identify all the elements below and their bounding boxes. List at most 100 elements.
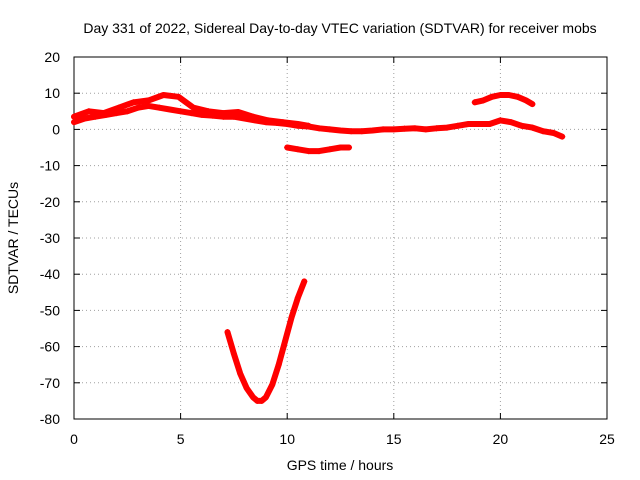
data-point xyxy=(488,93,495,100)
data-point xyxy=(522,97,529,104)
x-axis-label: GPS time / hours xyxy=(287,457,394,473)
data-point xyxy=(497,117,504,124)
y-tick-label: -40 xyxy=(40,266,60,282)
data-point xyxy=(486,120,493,127)
y-tick-label: 10 xyxy=(44,85,60,101)
data-point xyxy=(71,113,77,120)
data-point xyxy=(250,394,257,401)
data-point xyxy=(305,122,312,129)
y-tick-label: -50 xyxy=(40,302,60,318)
axes: 0 5 10 15 20 25 -80 -70 -60 -50 -40 -30 -20 -10 0 10 20 xyxy=(40,49,615,447)
data-point xyxy=(518,122,525,129)
data-point xyxy=(282,338,289,345)
data-point xyxy=(301,278,308,285)
data-point xyxy=(390,126,397,133)
plot-frame xyxy=(73,56,608,420)
series-arc-4 xyxy=(471,92,536,108)
series-line xyxy=(471,92,536,108)
data-point xyxy=(258,397,265,404)
data-point xyxy=(81,115,88,122)
data-point xyxy=(71,119,77,126)
x-tick-label: 20 xyxy=(493,431,509,447)
data-point xyxy=(337,127,344,134)
data-point xyxy=(235,109,242,116)
data-point xyxy=(279,119,286,126)
data-point xyxy=(326,126,333,133)
data-point xyxy=(220,110,227,117)
data-point xyxy=(465,120,472,127)
data-point xyxy=(550,130,557,137)
data-point xyxy=(156,104,163,111)
data-point xyxy=(177,108,184,115)
data-point xyxy=(269,381,276,388)
y-axis-label: SDTVAR / TECUs xyxy=(5,182,21,294)
data-point xyxy=(422,126,429,133)
data-point xyxy=(205,108,212,115)
grid xyxy=(74,57,607,419)
data-point xyxy=(224,329,231,336)
data-point xyxy=(358,128,365,135)
data-point xyxy=(529,101,536,108)
data-point xyxy=(540,128,547,135)
data-point xyxy=(316,125,323,132)
data-point xyxy=(476,120,483,127)
data-point xyxy=(294,146,301,153)
data-point xyxy=(412,125,419,132)
data-point xyxy=(346,144,353,151)
data-point xyxy=(401,125,408,132)
x-tick-label: 10 xyxy=(279,431,295,447)
data-point xyxy=(514,93,521,100)
data-point xyxy=(508,119,515,126)
data-point xyxy=(288,314,295,321)
data-point xyxy=(243,385,250,392)
y-tick-label: -80 xyxy=(40,411,60,427)
data-point xyxy=(529,124,536,131)
y-tick-label: -20 xyxy=(40,194,60,210)
data-point xyxy=(316,148,323,155)
x-tick-label: 15 xyxy=(386,431,402,447)
x-tick-label: 0 xyxy=(70,431,78,447)
data-point xyxy=(190,104,197,111)
x-tick-label: 25 xyxy=(599,431,615,447)
data-point xyxy=(198,111,205,118)
data-point xyxy=(124,108,131,115)
data-point xyxy=(275,361,282,368)
data-point xyxy=(145,97,152,104)
chart-title: Day 331 of 2022, Sidereal Day-to-day VTE… xyxy=(83,20,596,36)
data-point xyxy=(294,294,301,301)
data-point xyxy=(369,127,376,134)
y-tick-label: 0 xyxy=(52,121,60,137)
data-point xyxy=(175,93,182,100)
data-point xyxy=(559,133,566,140)
data-point xyxy=(444,124,451,131)
y-tick-label: -60 xyxy=(40,339,60,355)
data-point xyxy=(337,144,344,151)
data-point xyxy=(115,104,122,111)
data-point xyxy=(166,106,173,113)
data-point xyxy=(100,110,107,117)
y-tick-label: -30 xyxy=(40,230,60,246)
data-point xyxy=(130,99,137,106)
data-point xyxy=(433,125,440,132)
data-point xyxy=(265,117,272,124)
data-point xyxy=(480,97,487,104)
data-point xyxy=(471,99,478,106)
data-point xyxy=(134,104,141,111)
data-point xyxy=(160,92,167,99)
data-point xyxy=(380,126,387,133)
data-point xyxy=(237,370,244,377)
series-arc-2 xyxy=(71,92,312,129)
data-point xyxy=(505,92,512,99)
x-tick-label: 5 xyxy=(177,431,185,447)
series-arc-1 xyxy=(71,102,566,140)
data-point xyxy=(305,148,312,155)
data-point xyxy=(454,122,461,129)
series-arc-5 xyxy=(224,278,308,404)
data-point xyxy=(188,110,195,117)
y-tick-label: 20 xyxy=(44,49,60,65)
y-tick-label: -70 xyxy=(40,375,60,391)
data-point xyxy=(284,144,291,151)
data-point xyxy=(348,128,355,135)
series-arc-3 xyxy=(284,144,353,155)
